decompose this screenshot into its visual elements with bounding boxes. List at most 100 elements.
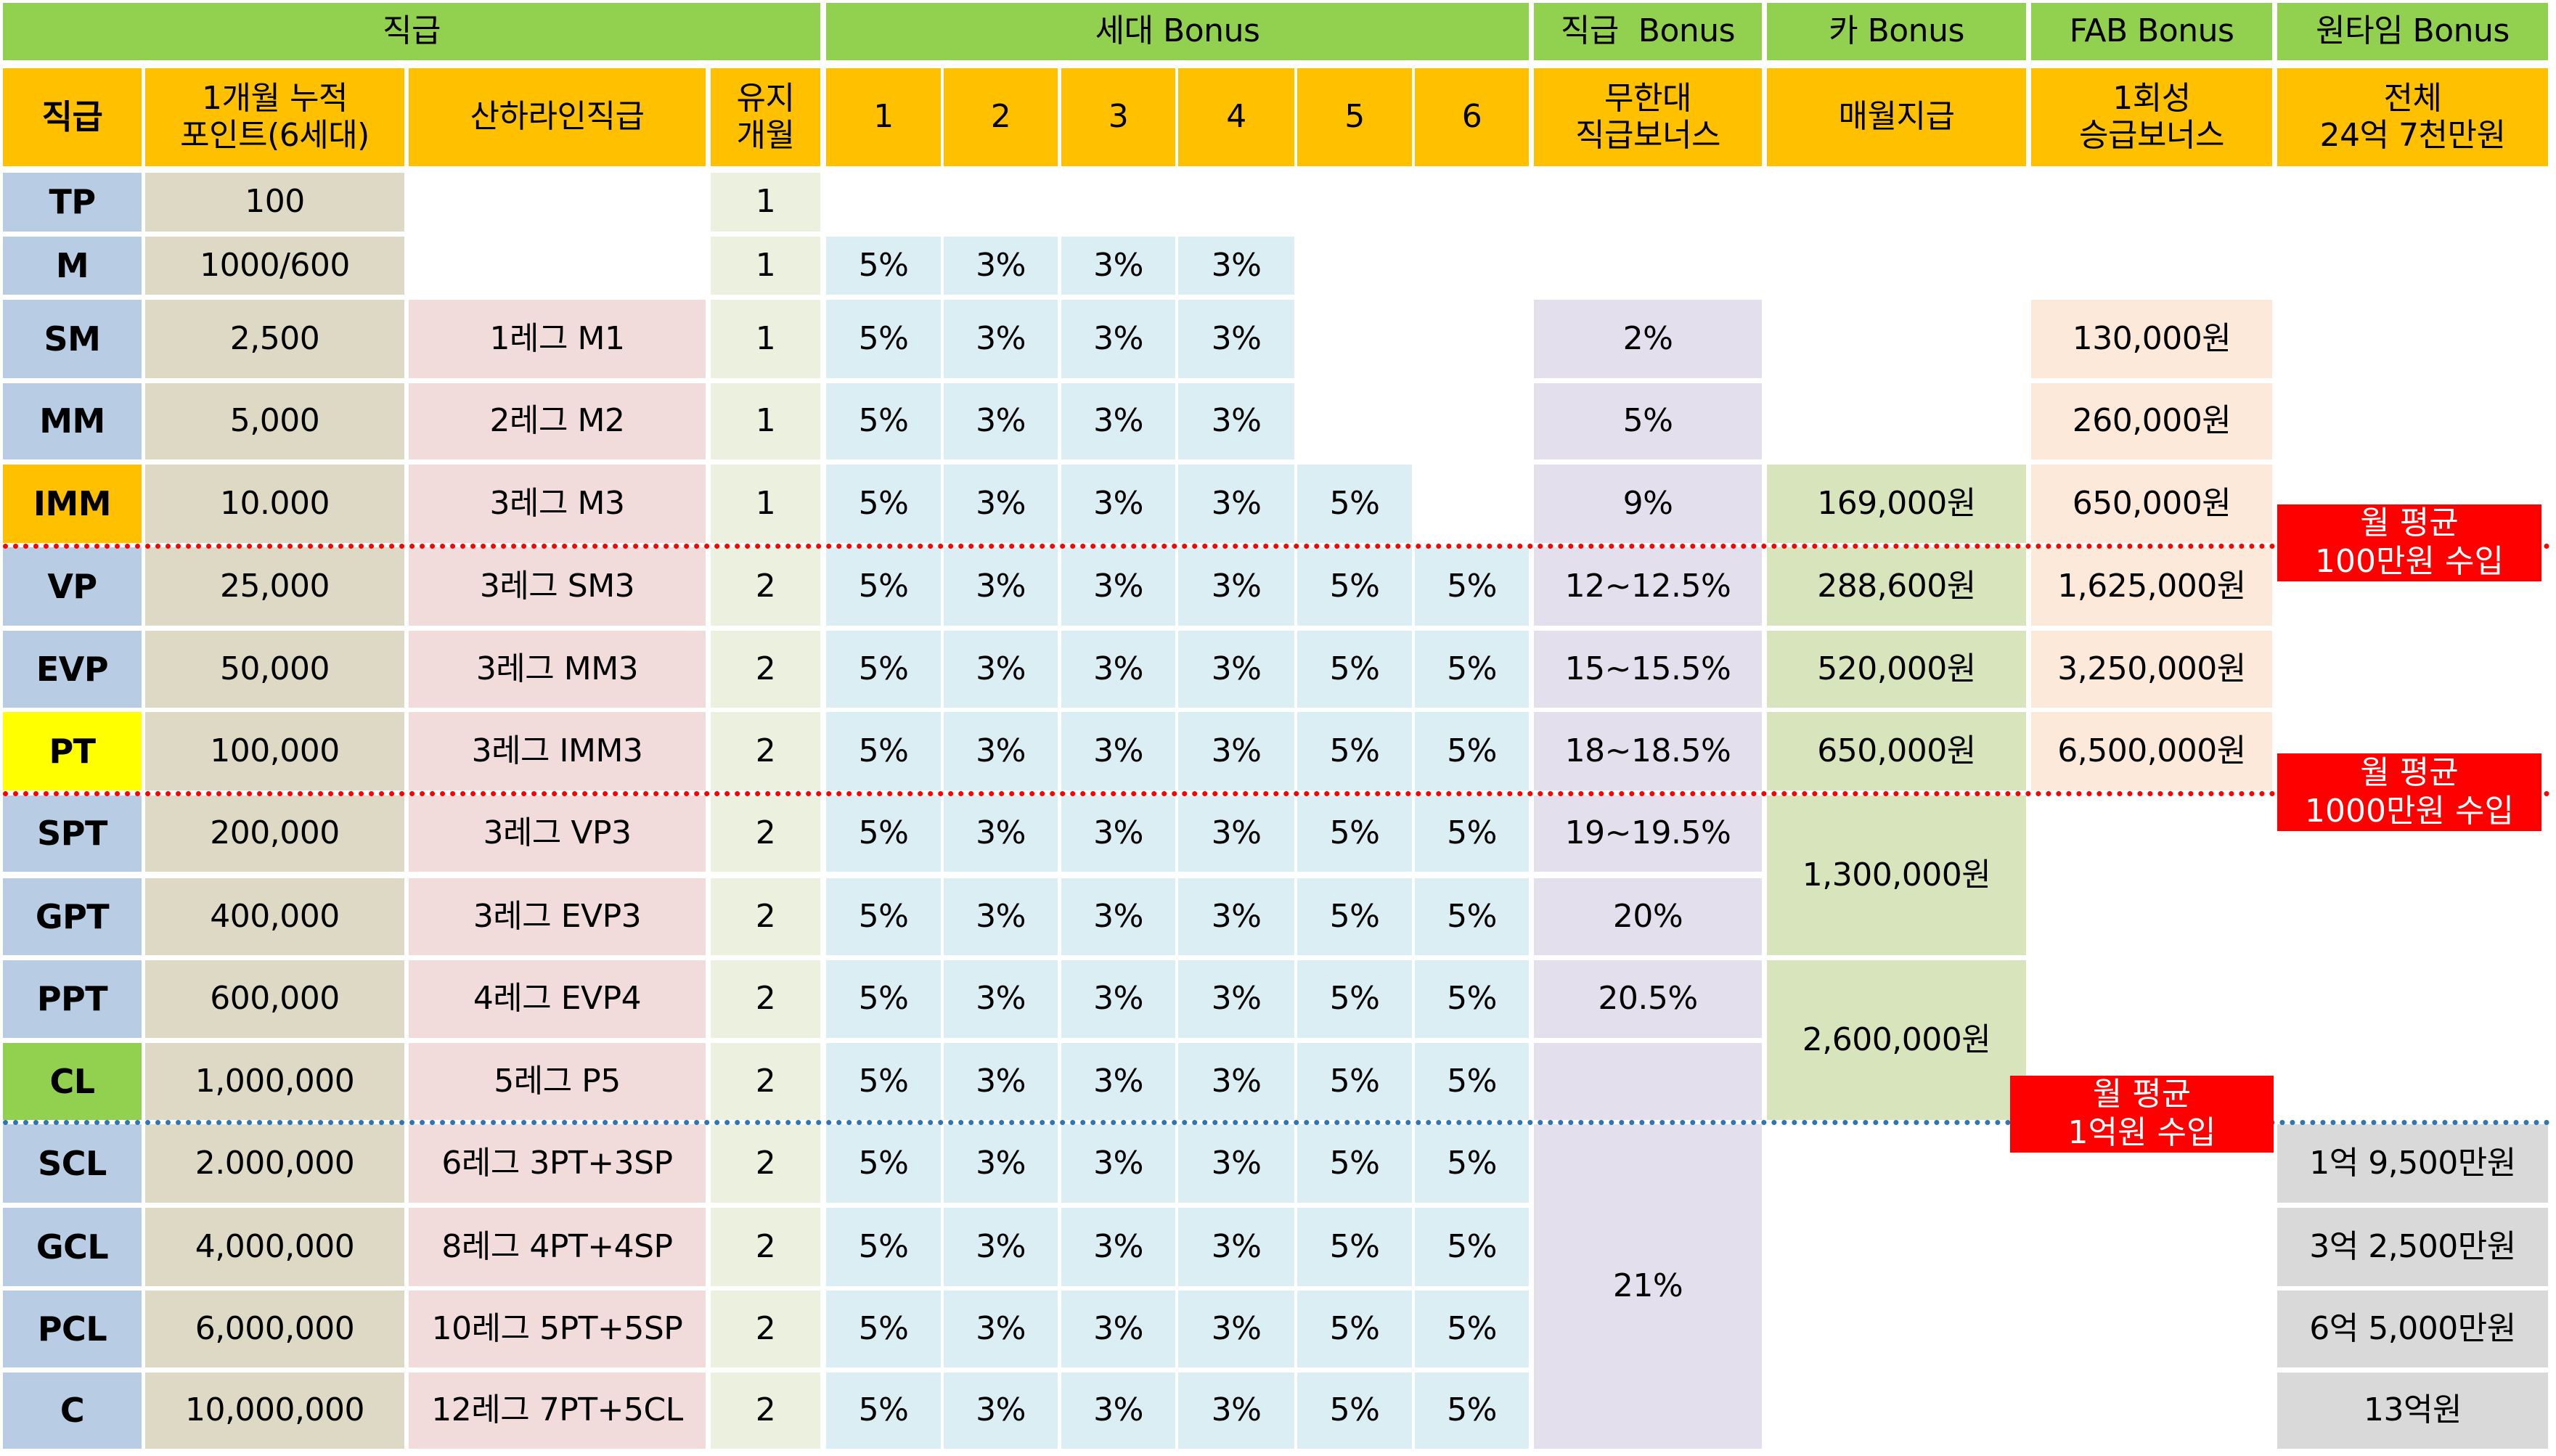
col-header-points: 1개월 누적 포인트(6세대): [145, 68, 404, 166]
fab-bonus-cell: 1,625,000원: [2031, 547, 2272, 626]
gen-bonus-cell-1: 5%: [826, 237, 941, 295]
col-header-rank-bonus: 무한대 직급보너스: [1534, 68, 1762, 166]
rank-bonus-cell: 5%: [1534, 383, 1762, 459]
onetime-bonus-cell: 13억원: [2277, 1373, 2548, 1449]
gen-bonus-cell-3: 3%: [1061, 547, 1175, 626]
gen-bonus-cell-1: 5%: [826, 796, 941, 872]
gen-bonus-cell-4: 3%: [1178, 465, 1294, 543]
gen-bonus-cell-2: 3%: [944, 631, 1058, 708]
rank-cell: EVP: [3, 631, 142, 708]
rank-cell: SPT: [3, 796, 142, 872]
gen-bonus-cell-5: 5%: [1297, 547, 1412, 626]
gen-bonus-cell-3: 3%: [1061, 878, 1175, 955]
col-header-gen-3: 3: [1061, 68, 1175, 166]
rank-cell: VP: [3, 547, 142, 626]
gen-bonus-cell-1: 5%: [826, 465, 941, 543]
keep-months-cell: 1: [711, 237, 820, 295]
gen-bonus-cell-2: 3%: [944, 878, 1058, 955]
gen-bonus-cell-5: 5%: [1297, 1291, 1412, 1367]
gen-bonus-cell-1: 5%: [826, 1291, 941, 1367]
col-header-car-bonus: 매월지급: [1767, 68, 2026, 166]
fab-bonus-cell: 3,250,000원: [2031, 631, 2272, 708]
col-header-downline: 산하라인직급: [409, 68, 706, 166]
gen-bonus-cell-3: 3%: [1061, 712, 1175, 790]
gen-bonus-cell-5: 5%: [1297, 465, 1412, 543]
downline-cell: 4레그 EVP4: [409, 960, 706, 1038]
gen-bonus-cell-6: 5%: [1415, 1373, 1529, 1449]
gen-bonus-cell-1: 5%: [826, 1208, 941, 1286]
keep-months-cell: 2: [711, 960, 820, 1038]
rank-cell: SCL: [3, 1124, 142, 1203]
downline-cell: 3레그 IMM3: [409, 712, 706, 790]
gen-bonus-cell-2: 3%: [944, 547, 1058, 626]
gen-bonus-cell-2: 3%: [944, 1373, 1058, 1449]
divider-line-blue: [3, 1120, 2551, 1125]
divider-line-red-2: [3, 791, 2551, 796]
gen-bonus-cell-2: 3%: [944, 237, 1058, 295]
group-header-fab-bonus: FAB Bonus: [2031, 3, 2272, 60]
gen-bonus-cell-2: 3%: [944, 300, 1058, 378]
gen-bonus-cell-6: 5%: [1415, 878, 1529, 955]
keep-months-cell: 2: [711, 878, 820, 955]
col-header-gen-6: 6: [1415, 68, 1529, 166]
gen-bonus-cell-1: 5%: [826, 547, 941, 626]
callout-monthly-10m: 월 평균 1000만원 수입: [2277, 753, 2541, 831]
col-header-gen-5: 5: [1297, 68, 1412, 166]
points-cell: 1,000,000: [145, 1043, 404, 1120]
points-cell: 2,500: [145, 300, 404, 378]
gen-bonus-cell-5: 5%: [1297, 960, 1412, 1038]
points-cell: 100,000: [145, 712, 404, 790]
gen-bonus-cell-2: 3%: [944, 796, 1058, 872]
gen-bonus-cell-6: 5%: [1415, 712, 1529, 790]
gen-bonus-cell-2: 3%: [944, 1208, 1058, 1286]
downline-cell: 3레그 M3: [409, 465, 706, 543]
gen-bonus-cell-4: 3%: [1178, 383, 1294, 459]
gen-bonus-cell-1: 5%: [826, 300, 941, 378]
gen-bonus-cell-3: 3%: [1061, 631, 1175, 708]
rank-cell: GCL: [3, 1208, 142, 1286]
gen-bonus-cell-5: 5%: [1297, 1043, 1412, 1120]
callout-monthly-1m: 월 평균 100만원 수입: [2277, 504, 2541, 581]
gen-bonus-cell-3: 3%: [1061, 796, 1175, 872]
gen-bonus-cell-4: 3%: [1178, 631, 1294, 708]
callout-monthly-100m: 월 평균 1억원 수입: [2010, 1076, 2274, 1153]
rank-bonus-cell: 2%: [1534, 300, 1762, 378]
gen-bonus-cell-4: 3%: [1178, 1291, 1294, 1367]
gen-bonus-cell-2: 3%: [944, 1124, 1058, 1203]
downline-cell: 1레그 M1: [409, 300, 706, 378]
rank-cell: MM: [3, 383, 142, 459]
gen-bonus-cell-2: 3%: [944, 383, 1058, 459]
car-bonus-merged-ppt-cl: 2,600,000원: [1767, 960, 2026, 1120]
gen-bonus-cell-5: 5%: [1297, 1124, 1412, 1203]
rank-bonus-cell: 19~19.5%: [1534, 796, 1762, 872]
gen-bonus-cell-3: 3%: [1061, 300, 1175, 378]
gen-bonus-cell-1: 5%: [826, 1124, 941, 1203]
gen-bonus-cell-4: 3%: [1178, 300, 1294, 378]
car-bonus-cell: 288,600원: [1767, 547, 2026, 626]
gen-bonus-cell-2: 3%: [944, 712, 1058, 790]
downline-cell: 2레그 M2: [409, 383, 706, 459]
group-header-car-bonus: 카 Bonus: [1767, 3, 2026, 60]
points-cell: 10,000,000: [145, 1373, 404, 1449]
gen-bonus-cell-2: 3%: [944, 1291, 1058, 1367]
points-cell: 2.000,000: [145, 1124, 404, 1203]
keep-months-cell: 2: [711, 547, 820, 626]
keep-months-cell: 2: [711, 1043, 820, 1120]
gen-bonus-cell-5: 5%: [1297, 712, 1412, 790]
keep-months-cell: 2: [711, 631, 820, 708]
gen-bonus-cell-3: 3%: [1061, 1043, 1175, 1120]
gen-bonus-cell-5: 5%: [1297, 1208, 1412, 1286]
car-bonus-cell: 169,000원: [1767, 465, 2026, 543]
points-cell: 100: [145, 173, 404, 232]
gen-bonus-cell-1: 5%: [826, 1373, 941, 1449]
points-cell: 5,000: [145, 383, 404, 459]
gen-bonus-cell-1: 5%: [826, 960, 941, 1038]
gen-bonus-cell-3: 3%: [1061, 1124, 1175, 1203]
downline-cell: 3레그 VP3: [409, 796, 706, 872]
points-cell: 50,000: [145, 631, 404, 708]
col-header-rank: 직급: [3, 68, 142, 166]
rank-cell: C: [3, 1373, 142, 1449]
gen-bonus-cell-3: 3%: [1061, 1208, 1175, 1286]
gen-bonus-cell-6: 5%: [1415, 1043, 1529, 1120]
group-header-rank-bonus: 직급 Bonus: [1534, 3, 1762, 60]
